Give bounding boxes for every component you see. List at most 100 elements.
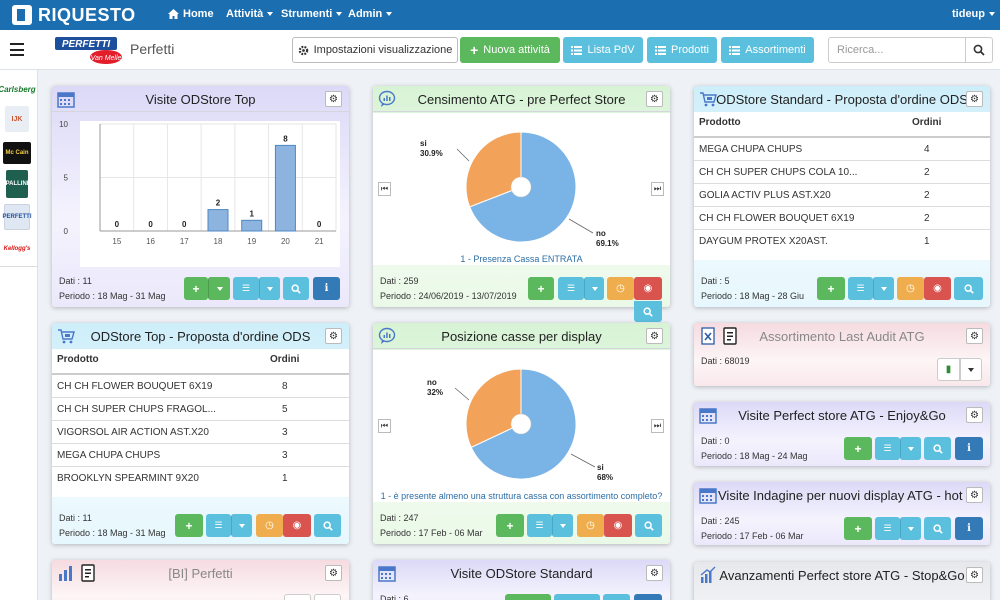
add-button[interactable]: + [844, 437, 872, 460]
table-row[interactable]: MEGA CHUPA CHUPS 3 [52, 444, 349, 467]
table-row[interactable]: CH CH FLOWER BOUQUET 6X19 2 [694, 207, 990, 230]
clock-button[interactable]: ◷ [607, 277, 634, 300]
nav-user-menu[interactable]: tideup [952, 8, 995, 20]
search-button[interactable] [603, 594, 630, 600]
add-button[interactable] [505, 594, 551, 600]
impostazioni-button[interactable]: Impostazioni visualizzazione [292, 37, 458, 63]
app-brand[interactable]: RIQUESTO [12, 3, 136, 27]
search-input[interactable] [828, 37, 966, 63]
download-dropdown-button[interactable] [960, 358, 982, 381]
sidebar-item-kelloggs[interactable]: Kellogg's [3, 246, 31, 252]
card-settings-button[interactable]: ⚙ [325, 565, 342, 581]
next-question-button[interactable]: ⏭ [651, 419, 664, 433]
list-button[interactable]: ☰ [206, 514, 231, 537]
table-row[interactable]: GOLIA ACTIV PLUS AST.X20 2 [694, 184, 990, 207]
search-button[interactable] [924, 517, 951, 540]
sidebar-item-perfetti[interactable]: PERFETTI [3, 204, 32, 230]
list-button[interactable] [554, 594, 600, 600]
card-settings-button[interactable]: ⚙ [646, 328, 663, 344]
chat-stats-icon [378, 327, 396, 344]
table-row[interactable]: CH CH SUPER CHUPS FRAGOL... 5 [52, 398, 349, 421]
add-button[interactable]: + [496, 514, 524, 537]
lista-pdv-button[interactable]: Lista PdV [563, 37, 643, 63]
card-settings-button[interactable]: ⚙ [966, 91, 983, 107]
pie-center-hole [510, 176, 532, 198]
list-button[interactable]: ☰ [527, 514, 552, 537]
add-button[interactable]: + [817, 277, 845, 300]
clock-button[interactable]: ◷ [256, 514, 283, 537]
table-row[interactable]: DAYGUM PROTEX X20AST. 1 [694, 230, 990, 253]
clock-button[interactable]: ◷ [577, 514, 604, 537]
list-button[interactable]: ☰ [875, 517, 900, 540]
card-odstore-standard-ordine: ODStore Standard - Proposta d'ordine ODS… [694, 86, 990, 307]
hamburger-menu-icon[interactable] [10, 43, 24, 56]
hide-button[interactable]: ◉ [924, 277, 951, 300]
list-dropdown-button[interactable] [552, 514, 573, 537]
download-file-button[interactable]: ▮ [937, 358, 960, 381]
calendar-icon [699, 408, 717, 424]
sidebar-item-carlsberg[interactable]: Carlsberg [0, 84, 36, 94]
add-dropdown-button[interactable] [208, 277, 230, 300]
nav-home[interactable]: Home [168, 8, 214, 20]
x-tick-label: 15 [112, 237, 121, 246]
card-settings-button[interactable]: ⚙ [966, 487, 983, 503]
card-settings-button[interactable]: ⚙ [966, 328, 983, 344]
download-file-button[interactable] [284, 594, 311, 600]
table-row[interactable]: CH CH FLOWER BOUQUET 6X19 8 [52, 375, 349, 398]
download-dropdown-button[interactable] [314, 594, 341, 600]
info-button[interactable]: i [955, 517, 983, 540]
riquesto-logo-icon [12, 5, 32, 25]
search-button[interactable] [283, 277, 309, 300]
search-button[interactable] [314, 514, 341, 537]
list-button[interactable]: ☰ [558, 277, 584, 300]
list-dropdown-button[interactable] [873, 277, 894, 300]
nav-attivita[interactable]: Attività [226, 8, 274, 20]
list-button[interactable]: ☰ [848, 277, 873, 300]
info-button[interactable]: i [313, 277, 340, 300]
list-button[interactable]: ☰ [233, 277, 259, 300]
list-dropdown-button[interactable] [259, 277, 280, 300]
card-settings-button[interactable]: ⚙ [966, 567, 983, 583]
search-button[interactable] [924, 437, 951, 460]
table-row[interactable]: CH CH SUPER CHUPS COLA 10... 2 [694, 161, 990, 184]
add-button[interactable]: + [844, 517, 872, 540]
search-button[interactable] [634, 301, 662, 322]
search-icon [291, 283, 301, 294]
add-button[interactable]: + [528, 277, 554, 300]
next-question-button[interactable]: ⏭ [651, 182, 664, 196]
prev-question-button[interactable]: ⏮ [378, 182, 391, 196]
card-settings-button[interactable]: ⚙ [966, 407, 983, 423]
list-button[interactable]: ☰ [875, 437, 900, 460]
table-row[interactable]: MEGA CHUPA CHUPS 4 [694, 138, 990, 161]
search-button[interactable] [965, 37, 993, 63]
hide-button[interactable]: ◉ [634, 277, 662, 300]
hide-button[interactable]: ◉ [283, 514, 311, 537]
clock-button[interactable]: ◷ [897, 277, 924, 300]
search-button[interactable] [635, 514, 662, 537]
card-settings-button[interactable]: ⚙ [325, 328, 342, 344]
card-settings-button[interactable]: ⚙ [646, 91, 663, 107]
list-dropdown-button[interactable] [584, 277, 604, 300]
info-button[interactable]: i [955, 437, 983, 460]
add-button[interactable]: + [184, 277, 208, 300]
table-row[interactable]: BROOKLYN SPEARMINT 9X20 1 [52, 467, 349, 490]
nav-admin[interactable]: Admin [348, 8, 393, 20]
table-row[interactable]: VIGORSOL AIR ACTION AST.X20 3 [52, 421, 349, 444]
search-button[interactable] [954, 277, 983, 300]
hide-button[interactable]: ◉ [604, 514, 632, 537]
card-settings-button[interactable]: ⚙ [325, 91, 342, 107]
sidebar-item-ijk[interactable]: IJK [5, 106, 29, 132]
list-dropdown-button[interactable] [900, 517, 921, 540]
list-dropdown-button[interactable] [900, 437, 921, 460]
nav-strumenti[interactable]: Strumenti [281, 8, 343, 20]
sidebar-item-pallini[interactable]: PALLINI [6, 170, 28, 198]
add-button[interactable]: + [175, 514, 203, 537]
card-settings-button[interactable]: ⚙ [646, 565, 663, 581]
list-dropdown-button[interactable] [231, 514, 252, 537]
prev-question-button[interactable]: ⏮ [378, 419, 391, 433]
prodotti-button[interactable]: Prodotti [647, 37, 717, 63]
sidebar-item-mccain[interactable]: Mc Cain [3, 142, 31, 164]
nuova-attivita-button[interactable]: + Nuova attività [460, 37, 560, 63]
info-button[interactable] [634, 594, 662, 600]
assortimenti-button[interactable]: Assortimenti [721, 37, 814, 63]
